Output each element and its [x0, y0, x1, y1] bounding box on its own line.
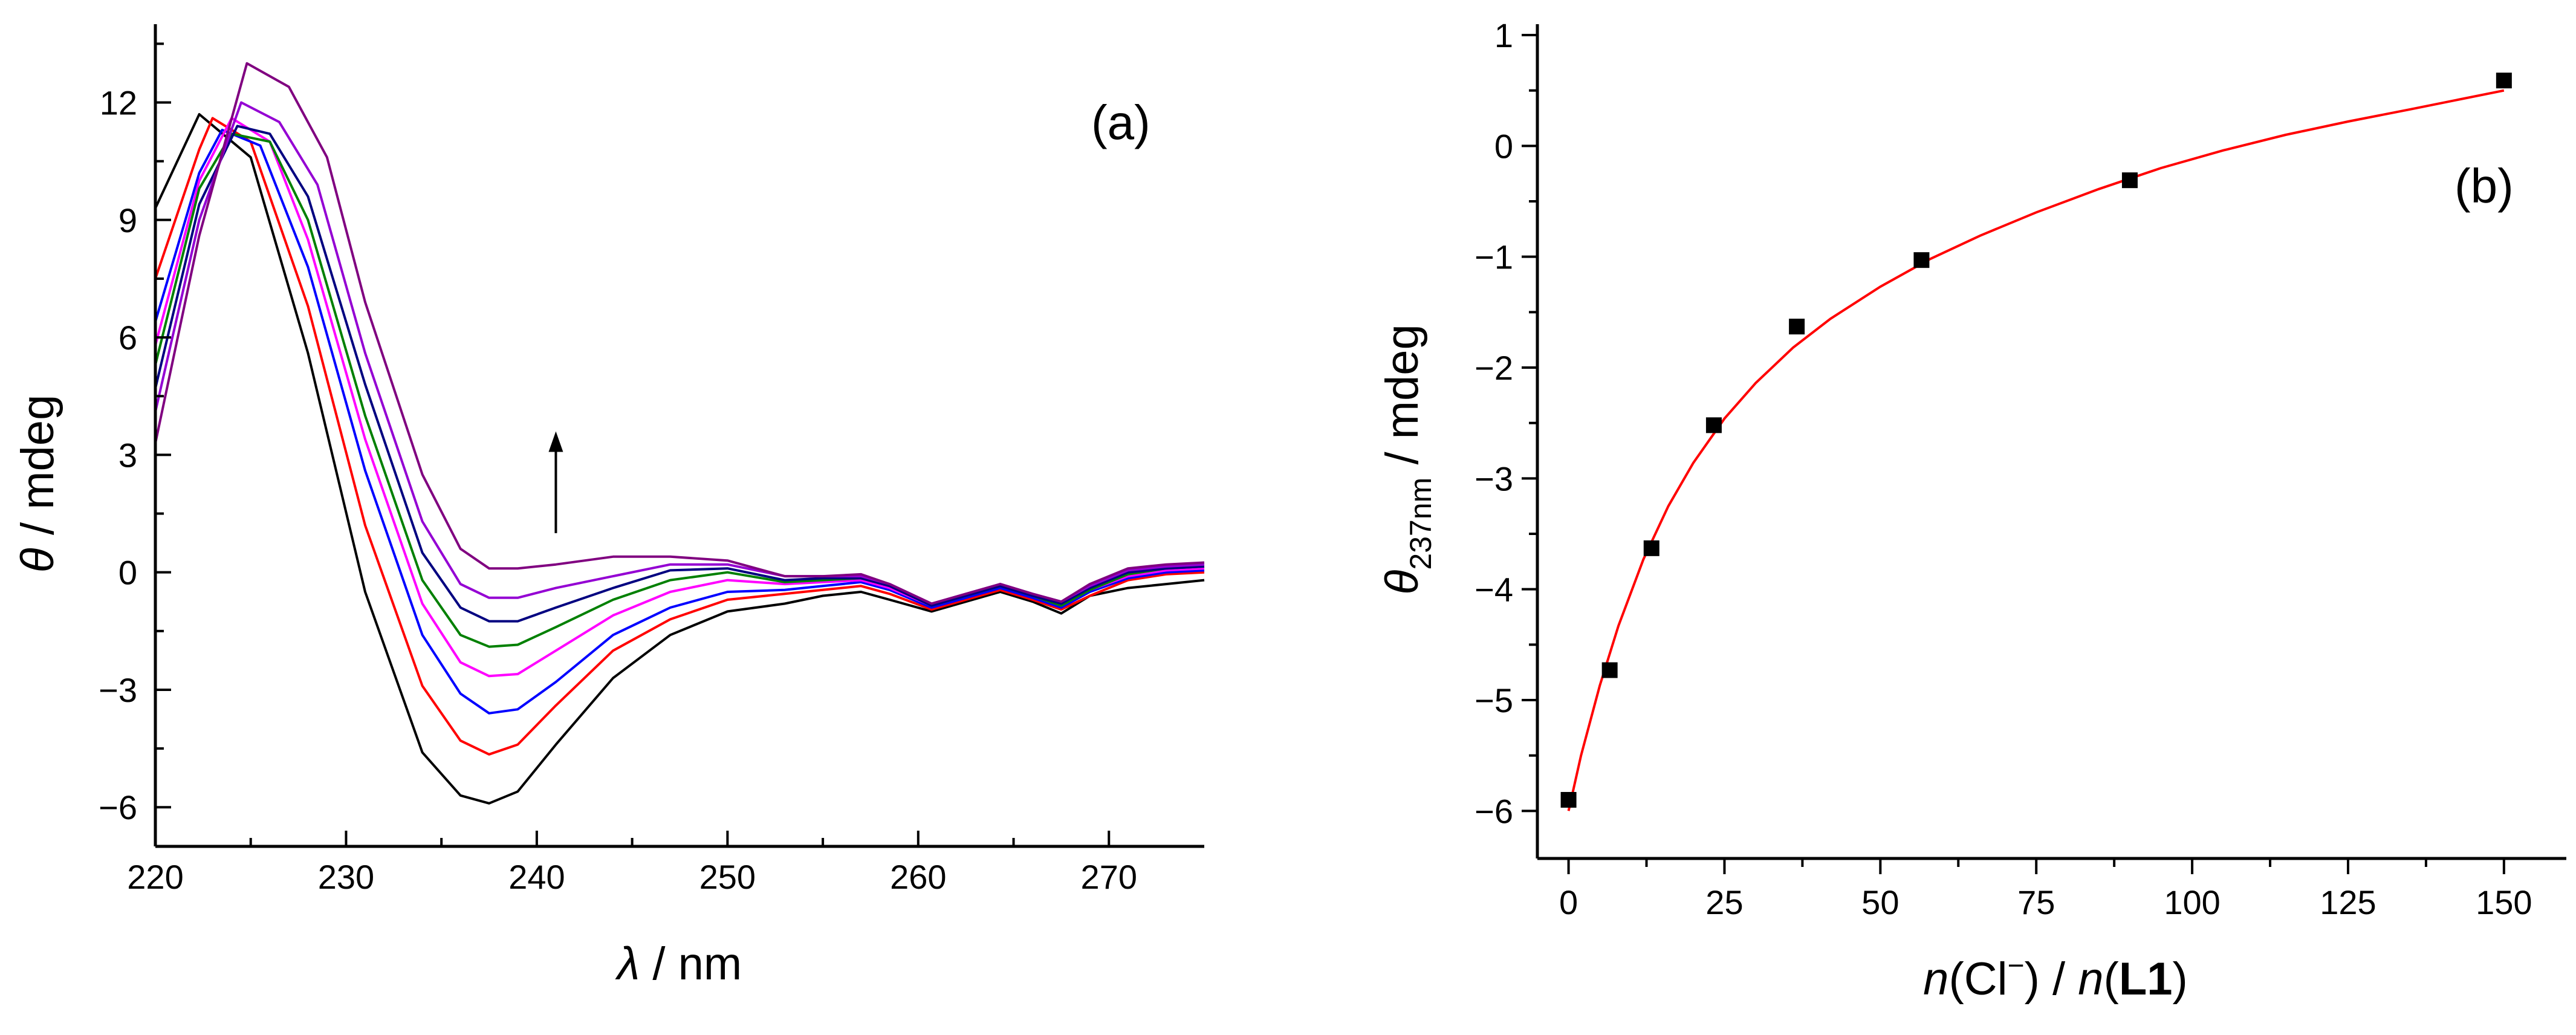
panel-a-x-ticks: 220 230 240 250 260 270	[127, 831, 1137, 896]
panel-b-y-axis-label: θ237nm / mdeg	[1377, 324, 1438, 595]
data-point	[2121, 172, 2138, 189]
y-tick-label: 1	[1494, 16, 1513, 54]
panel-b-points-group	[1560, 73, 2512, 808]
y-tick-label: −5	[1475, 681, 1513, 719]
data-point	[1560, 792, 1577, 808]
y-tick-label: 3	[118, 436, 137, 474]
panel-a-y-ticks: −6 −3 0 3 6 9 12	[99, 42, 171, 826]
data-point	[1789, 319, 1805, 335]
data-point	[1913, 252, 1930, 268]
y-tick-label: −3	[1475, 459, 1513, 498]
x-tick-label: 100	[2164, 883, 2220, 921]
spectrum-line-1	[154, 113, 1205, 805]
y-tick-label: −2	[1475, 349, 1513, 387]
panel-b-label: (b)	[2454, 159, 2514, 213]
panel-b-fit-group	[1567, 89, 2505, 811]
panel-b-y-ticks: −6 −5 −4 −3 −2 −1 0 1	[1475, 16, 1537, 830]
fit-curve	[1567, 89, 2505, 811]
data-point	[2496, 73, 2512, 89]
y-tick-label: −6	[99, 788, 137, 826]
y-tick-label: 0	[118, 554, 137, 592]
data-point	[1643, 540, 1659, 556]
panel-a-y-axis-label: θ / mdeg	[12, 395, 63, 573]
panel-b-titration: 0 25 50 75 100 125 150 −6 −5 −4 −3 −2 −1 0 1 (b) n(Cl…	[1377, 16, 2566, 1005]
panel-a-x-axis-label: λ / nm	[615, 938, 742, 990]
y-tick-label: 6	[118, 319, 137, 357]
x-tick-label: 260	[890, 858, 946, 896]
spectrum-line-2	[154, 117, 1205, 756]
y-tick-label: 9	[118, 201, 137, 239]
x-tick-label: 240	[508, 858, 565, 896]
spectrum-line-6	[154, 125, 1205, 623]
y-tick-label: −4	[1475, 571, 1513, 609]
x-tick-label: 50	[1861, 883, 1899, 921]
x-tick-label: 250	[699, 858, 756, 896]
spectrum-line-7	[154, 101, 1205, 605]
x-tick-label: 0	[1559, 883, 1578, 921]
panel-b-x-ticks: 0 25 50 75 100 125 150	[1559, 858, 2532, 921]
panel-b-x-axis-label: n(Cl−) / n(L1)	[1923, 950, 2188, 1005]
x-tick-label: 25	[1705, 883, 1743, 921]
x-tick-label: 220	[127, 858, 183, 896]
x-tick-label: 75	[2017, 883, 2055, 921]
panel-a-arrow-annotation	[548, 431, 563, 533]
y-tick-label: −3	[99, 671, 137, 709]
y-tick-label: −1	[1475, 238, 1513, 276]
y-tick-label: −6	[1475, 792, 1513, 830]
y-tick-label: 0	[1494, 127, 1513, 165]
x-tick-label: 125	[2320, 883, 2376, 921]
panel-a-series-group	[154, 62, 1205, 805]
data-point	[1601, 662, 1618, 678]
x-tick-label: 270	[1081, 858, 1137, 896]
y-tick-label: 12	[100, 84, 137, 122]
x-tick-label: 150	[2476, 883, 2532, 921]
spectrum-line-5	[154, 132, 1205, 648]
data-point	[1705, 417, 1722, 433]
panel-a-cd-spectra: 220 230 240 250 260 270 −6 −3 0 3 6 9 12 (a) λ / nm…	[12, 24, 1205, 990]
panel-a-label: (a)	[1091, 96, 1150, 149]
spectrum-line-8	[154, 62, 1205, 605]
x-tick-label: 230	[318, 858, 374, 896]
arrow-head	[548, 431, 563, 452]
spectrum-line-3	[154, 128, 1205, 715]
spectrum-line-4	[154, 117, 1205, 678]
